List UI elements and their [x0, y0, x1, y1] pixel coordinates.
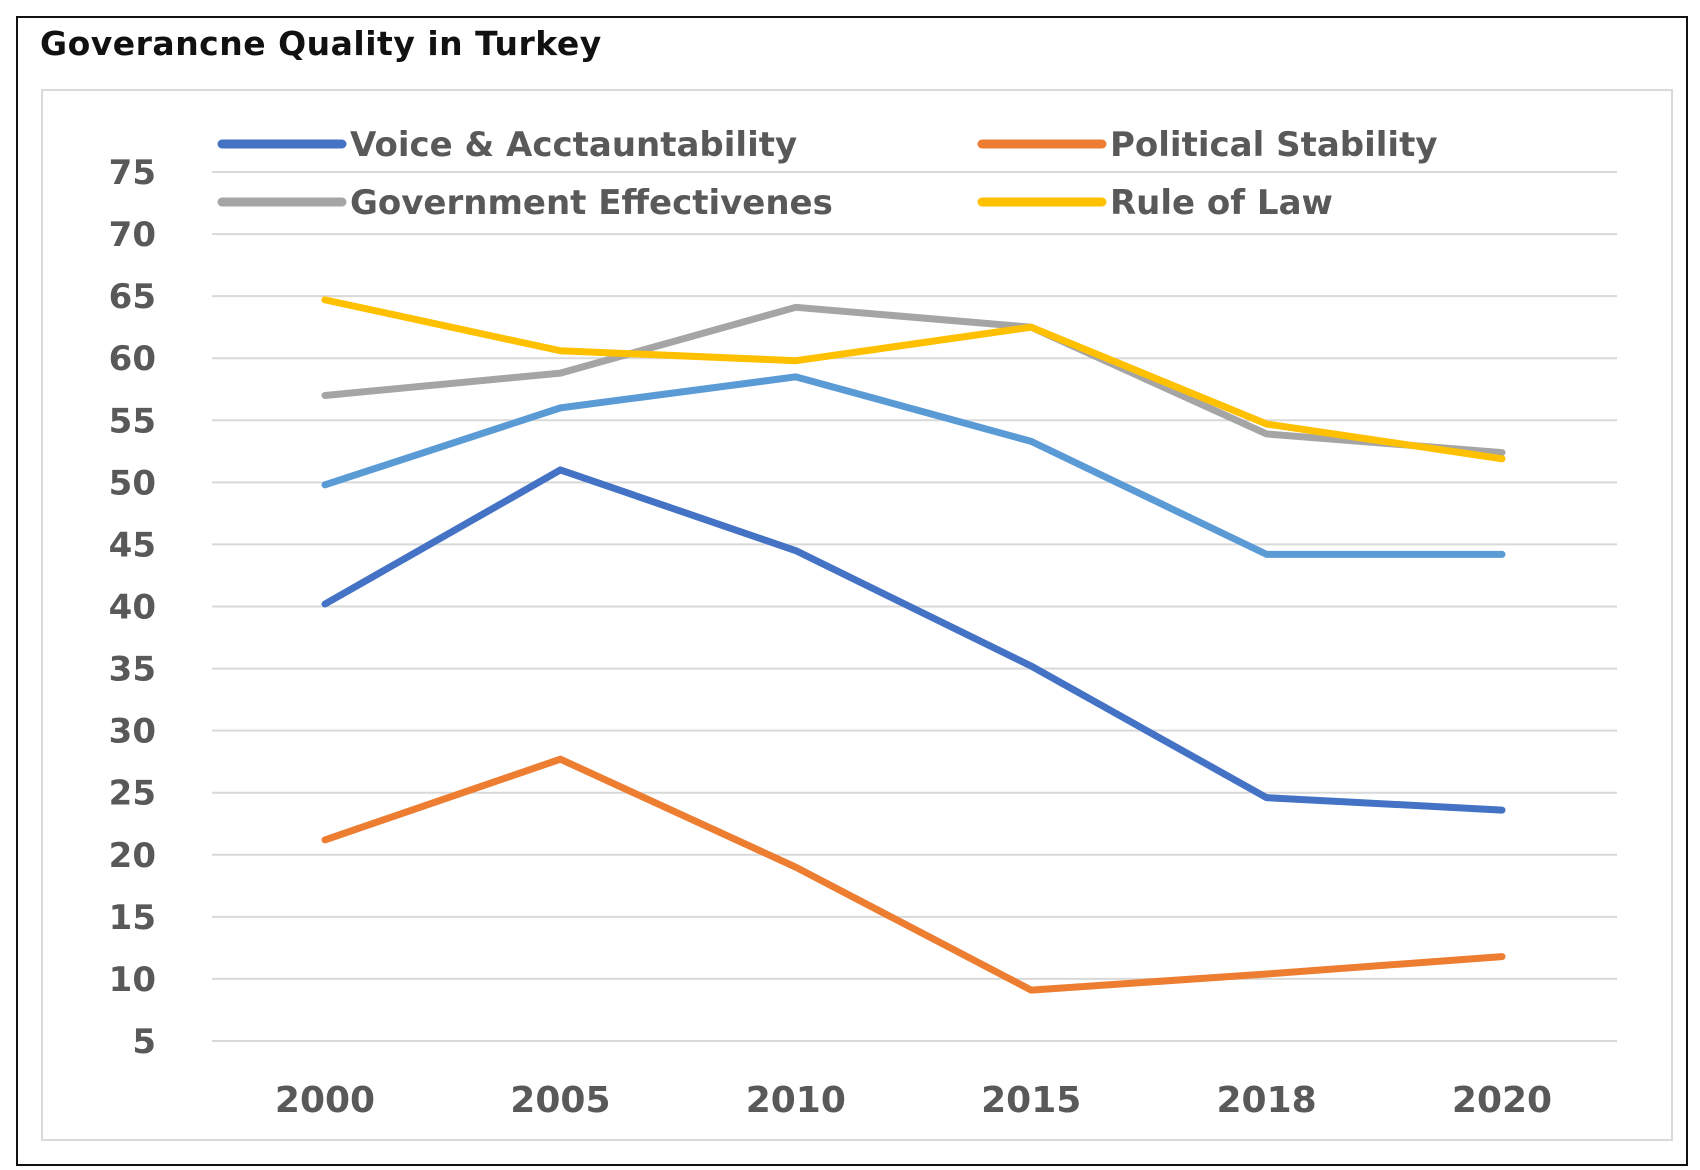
chart-title: Goverancne Quality in Turkey [40, 24, 602, 63]
y-tick-label: 10 [109, 960, 156, 1000]
legend-label: Government Effectivenes [350, 183, 833, 223]
x-tick-label: 2015 [981, 1080, 1081, 1121]
y-tick-label: 25 [109, 774, 156, 814]
y-tick-label: 15 [109, 898, 156, 938]
y-tick-label: 75 [109, 153, 156, 193]
y-tick-label: 50 [109, 463, 156, 503]
y-tick-label: 70 [109, 215, 156, 255]
y-tick-label: 40 [109, 588, 156, 628]
x-tick-label: 2018 [1216, 1080, 1316, 1121]
x-tick-label: 2005 [510, 1080, 610, 1121]
legend-label: Voice & Acctauntability [350, 125, 797, 165]
y-tick-label: 35 [109, 650, 156, 690]
plot-area-border [41, 89, 1673, 1141]
x-axis-ticks: 2000 2005 2010 2015 2018 2020 [275, 1080, 1552, 1121]
gridlines [212, 171, 1617, 1042]
y-tick-label: 30 [109, 712, 156, 752]
series-line [321, 303, 1506, 457]
series-line [321, 373, 1506, 558]
series-lines [321, 296, 1506, 994]
series-line [321, 755, 1506, 994]
y-tick-label: 5 [132, 1022, 156, 1062]
y-tick-label: 55 [109, 401, 156, 441]
x-tick-label: 2020 [1452, 1080, 1552, 1121]
y-tick-label: 45 [109, 525, 156, 565]
y-tick-label: 65 [109, 277, 156, 317]
legend-label: Rule of Law [1110, 183, 1333, 223]
legend: Voice & Acctauntability Political Stabili… [217, 125, 1437, 223]
series-line [321, 296, 1506, 463]
series-line [321, 466, 1506, 814]
x-tick-label: 2010 [746, 1080, 846, 1121]
y-tick-label: 20 [109, 836, 156, 876]
y-tick-label: 60 [109, 339, 156, 379]
x-tick-label: 2000 [275, 1080, 375, 1121]
legend-label: Political Stability [1110, 125, 1437, 165]
y-axis-ticks: 5 10 15 20 25 30 35 40 45 50 55 60 65 70 75 [109, 153, 156, 1062]
